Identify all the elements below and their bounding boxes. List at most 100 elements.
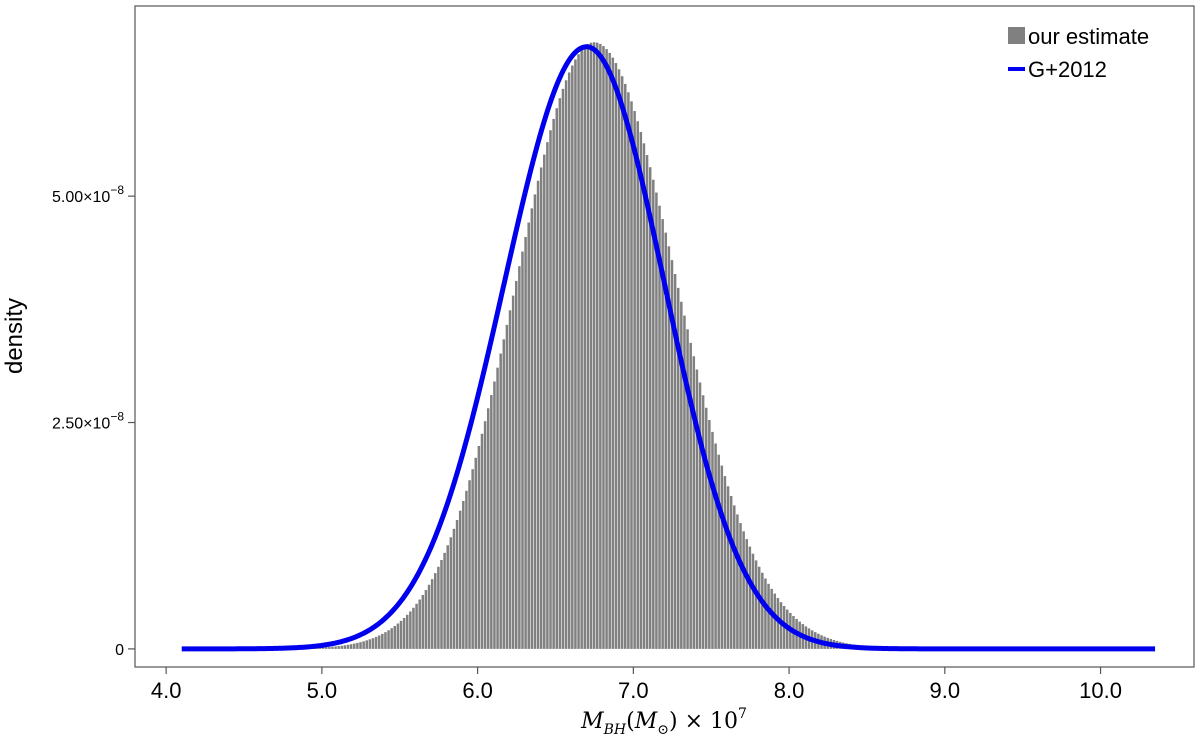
histogram-bar — [745, 539, 748, 649]
histogram-bar — [362, 641, 365, 649]
histogram-bar — [324, 647, 328, 649]
histogram-bar — [686, 329, 689, 649]
histogram-bar — [477, 445, 481, 649]
histogram-bar — [353, 643, 356, 649]
histogram-bar — [530, 208, 534, 649]
y-axis-ticks: 0 2.50×10−8 5.00×10−8 — [52, 183, 135, 659]
histogram-bar — [421, 594, 425, 649]
histogram-bar — [409, 611, 412, 649]
histogram-bars — [290, 42, 917, 649]
x-tick-label: 10.0 — [1079, 678, 1122, 703]
histogram-bar — [564, 80, 568, 649]
histogram-bar — [723, 476, 727, 649]
histogram-bar — [493, 381, 496, 649]
histogram-bar — [343, 645, 347, 649]
histogram-bar — [661, 219, 664, 649]
histogram-bar — [624, 83, 627, 649]
histogram-bar — [779, 602, 783, 649]
histogram-bar — [368, 639, 372, 649]
histogram-bar — [695, 369, 699, 649]
x-axis-label: MBH(M⊙) × 107 — [580, 706, 747, 738]
histogram-bar — [633, 110, 636, 649]
gaussian-curve — [180, 44, 1156, 652]
histogram-bar — [577, 54, 580, 649]
histogram-bar — [602, 46, 605, 649]
histogram-bar — [701, 395, 705, 649]
x-axis-label-exp: 7 — [738, 706, 747, 722]
histogram-bar — [514, 280, 518, 649]
histogram-bar — [595, 42, 599, 649]
histogram-bar — [692, 356, 696, 649]
histogram-bar — [673, 273, 677, 649]
histogram-bar — [683, 315, 686, 649]
histogram-bar — [720, 465, 724, 649]
x-axis-label-sub: BH — [603, 722, 627, 738]
histogram-bar — [508, 310, 512, 649]
histogram-bar — [384, 632, 387, 649]
histogram-bar — [770, 588, 773, 649]
histogram-bar — [402, 617, 406, 649]
histogram-bar — [518, 266, 521, 649]
legend: our estimate G+2012 — [1008, 24, 1149, 82]
histogram-bar — [636, 121, 639, 649]
y-tick-label: 5.00×10−8 — [52, 183, 124, 206]
histogram-bar — [468, 480, 471, 649]
histogram-bar — [729, 496, 733, 649]
x-axis-ticks: 4.0 5.0 6.0 7.0 8.0 9.0 10.0 — [151, 667, 1122, 703]
histogram-bar — [751, 553, 755, 649]
histogram-bar — [664, 232, 668, 649]
histogram-bar — [642, 143, 646, 649]
histogram-bar — [764, 578, 767, 649]
histogram-bar — [405, 614, 409, 649]
histogram-bar — [689, 342, 692, 649]
y-tick-label: 0 — [115, 642, 124, 659]
histogram-bar — [561, 88, 565, 649]
histogram-bar — [499, 353, 502, 649]
histogram-bar — [374, 636, 378, 649]
histogram-bar — [390, 628, 393, 649]
histogram-bar — [711, 431, 714, 649]
histogram-bar — [356, 642, 359, 649]
plot-frame — [134, 5, 1195, 668]
histogram-bar — [462, 500, 465, 649]
histogram-bar — [574, 59, 577, 649]
histogram-bar — [524, 236, 527, 649]
histogram-bar — [586, 44, 590, 649]
histogram-bar — [555, 108, 558, 649]
histogram-bar — [748, 546, 752, 649]
histogram-bar — [465, 490, 468, 649]
histogram-bar — [527, 222, 530, 649]
histogram-bar — [670, 260, 674, 649]
histogram-bar — [412, 607, 415, 649]
histogram-bar — [658, 205, 661, 649]
histogram-bar — [511, 295, 515, 649]
legend-swatch-our-estimate — [1008, 27, 1025, 44]
histogram-bar — [704, 407, 708, 649]
histogram-bar — [521, 251, 524, 649]
histogram-bar — [334, 646, 337, 649]
histogram-bar — [773, 593, 777, 649]
histogram-bar — [434, 573, 437, 649]
histogram-bar — [676, 287, 680, 649]
x-tick-label: 7.0 — [618, 678, 649, 703]
histogram-bar — [474, 457, 478, 649]
histogram-bar — [399, 620, 403, 649]
y-tick-label: 2.50×10−8 — [52, 410, 124, 433]
histogram-bar — [536, 180, 540, 649]
histogram-bar — [505, 324, 509, 649]
histogram-bar — [539, 167, 543, 649]
x-tick-label: 8.0 — [774, 678, 805, 703]
histogram-bar — [331, 646, 334, 649]
histogram-bar — [639, 132, 643, 649]
histogram-bar — [611, 57, 615, 649]
histogram-bar — [424, 590, 428, 649]
histogram-bar — [328, 647, 331, 649]
histogram-bar — [736, 514, 739, 649]
histogram-bar — [698, 382, 702, 649]
histogram-bar — [648, 167, 652, 649]
histogram-bar — [592, 42, 596, 649]
histogram-bar — [430, 579, 434, 649]
histogram-bar — [546, 142, 549, 649]
legend-label-our-estimate: our estimate — [1028, 24, 1149, 49]
histogram-bar — [655, 192, 658, 649]
